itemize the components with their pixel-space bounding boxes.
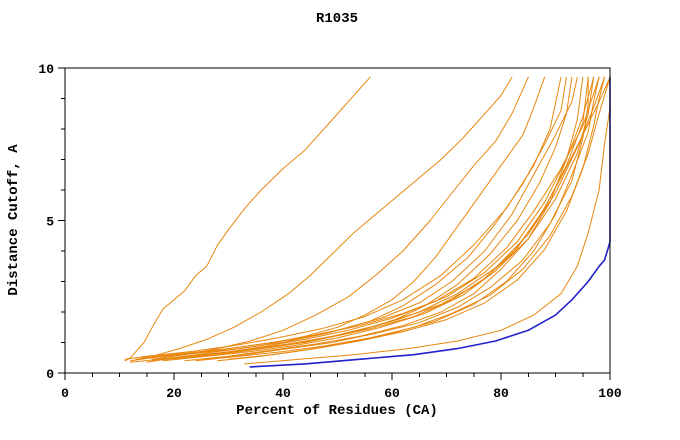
curve-model-07 [135, 76, 578, 360]
curve-model-04 [146, 76, 546, 363]
plot-area: 0 20 40 60 80 100 0 5 10 [38, 62, 622, 401]
x-tick-label: 40 [275, 386, 291, 401]
curve-model-03 [151, 76, 529, 360]
curve-model-08 [184, 76, 584, 362]
x-tick-label: 60 [384, 386, 400, 401]
chart-title: R1035 [316, 11, 358, 27]
curve-model-20 [124, 76, 562, 360]
curve-model-01 [124, 76, 371, 362]
curve-model-17 [178, 76, 611, 359]
x-tick-label: 100 [598, 386, 622, 401]
curve-model-10 [200, 76, 589, 360]
curve-best-model [249, 76, 611, 368]
x-tick-label: 80 [493, 386, 509, 401]
curve-model-06 [173, 76, 573, 360]
x-tick-label: 0 [61, 386, 69, 401]
curve-model-09 [151, 76, 589, 362]
y-tick-label: 0 [46, 367, 54, 382]
y-tick-label: 5 [46, 215, 54, 230]
x-axis-label: Percent of Residues (CA) [236, 403, 438, 419]
x-tick-label: 20 [166, 386, 182, 401]
curve-model-02 [140, 76, 513, 360]
y-axis-label: Distance Cutoff, A [6, 144, 22, 296]
curve-model-18 [195, 76, 611, 362]
curve-model-19 [244, 76, 611, 365]
y-tick-label: 10 [38, 62, 54, 77]
curve-model-12 [162, 76, 595, 362]
curve-model-15 [228, 76, 605, 360]
curve-model-05 [129, 76, 567, 362]
